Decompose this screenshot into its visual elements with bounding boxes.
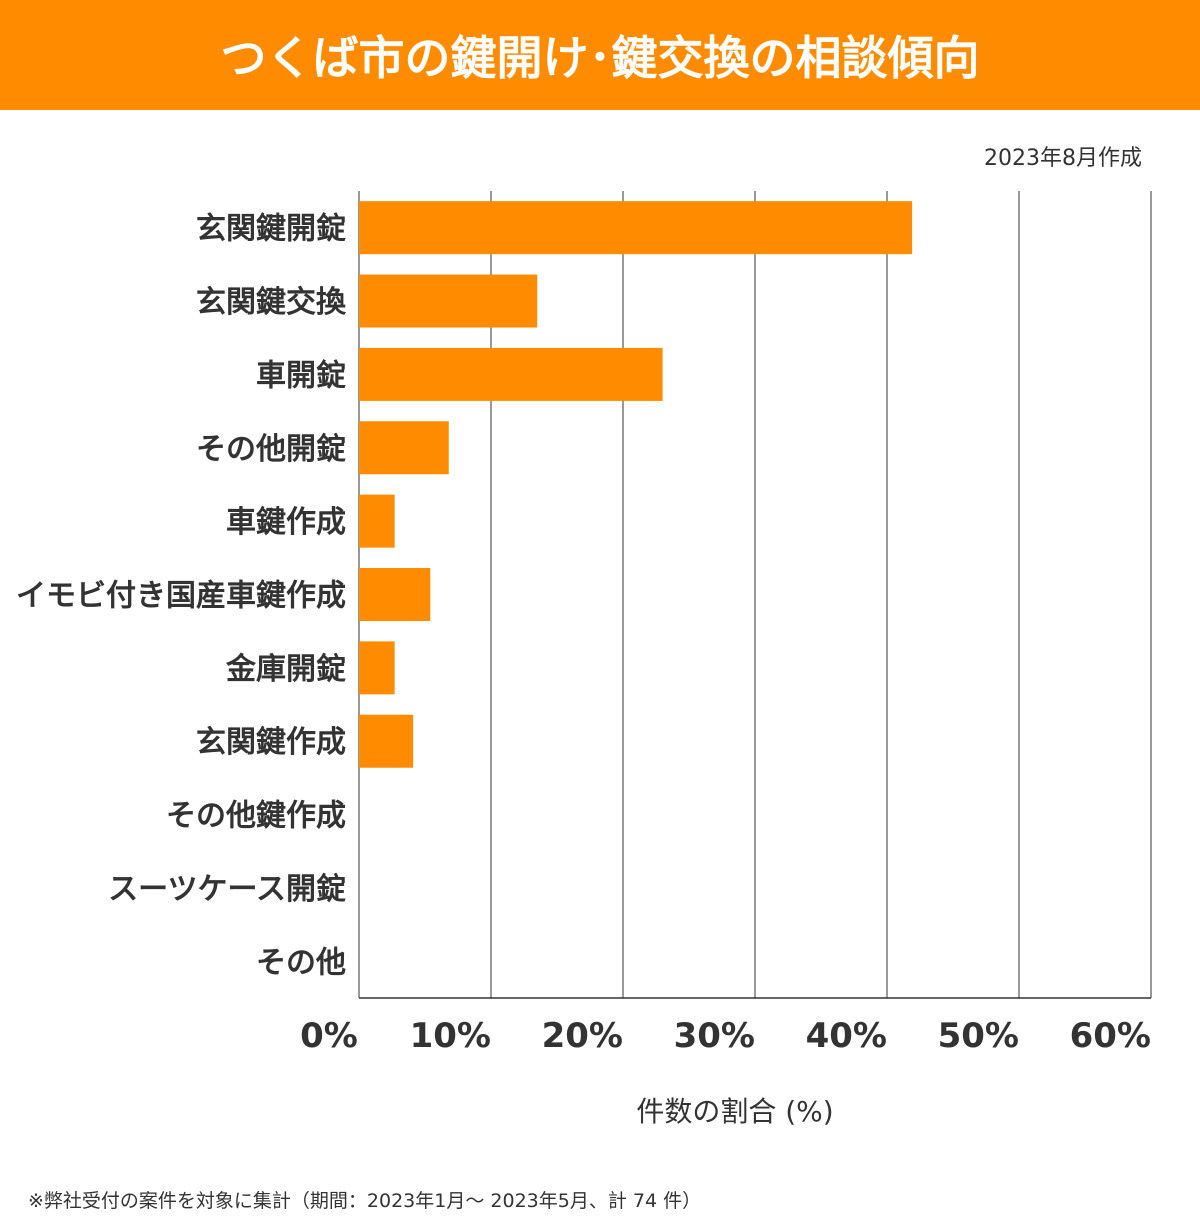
y-category-label: その他開錠	[196, 432, 346, 467]
y-category-label: 車開錠	[256, 358, 346, 393]
bar	[359, 201, 913, 255]
title-banner: つくば市の鍵開け･鍵交換の相談傾向	[0, 0, 1200, 110]
x-tick-label: 0%	[300, 1016, 358, 1056]
y-category-label: 玄関鍵作成	[196, 725, 346, 760]
y-category-label: その他鍵作成	[166, 799, 346, 834]
footnote: ※弊社受付の案件を対象に集計（期間：2023年1月～ 2023年5月、計 74 …	[28, 1190, 702, 1212]
x-tick-label: 50%	[938, 1016, 1019, 1056]
bar	[359, 714, 414, 768]
bar	[359, 568, 431, 621]
bar	[359, 494, 395, 548]
x-tick-label: 40%	[806, 1016, 887, 1056]
y-category-label: 金庫開錠	[225, 652, 346, 687]
x-tick-label: 30%	[674, 1016, 755, 1056]
x-tick-label: 60%	[1070, 1016, 1151, 1056]
x-tick-label: 20%	[542, 1016, 623, 1056]
y-category-label: その他	[256, 945, 346, 980]
bar	[359, 641, 395, 695]
x-tick-label: 10%	[410, 1016, 491, 1056]
y-category-label: イモビ付き国産車鍵作成	[16, 579, 346, 614]
chart-title: つくば市の鍵開け･鍵交換の相談傾向	[220, 31, 980, 85]
bar	[359, 421, 449, 475]
y-category-label: スーツケース開錠	[108, 872, 346, 907]
date-note: 2023年8月作成	[984, 146, 1142, 171]
y-category-label: 玄関鍵交換	[196, 285, 347, 320]
bar	[359, 274, 538, 328]
y-category-label: 車鍵作成	[226, 505, 346, 540]
y-category-label: 玄関鍵開錠	[196, 212, 346, 247]
x-axis-label: 件数の割合 (%)	[636, 1095, 834, 1128]
bar	[359, 347, 663, 401]
